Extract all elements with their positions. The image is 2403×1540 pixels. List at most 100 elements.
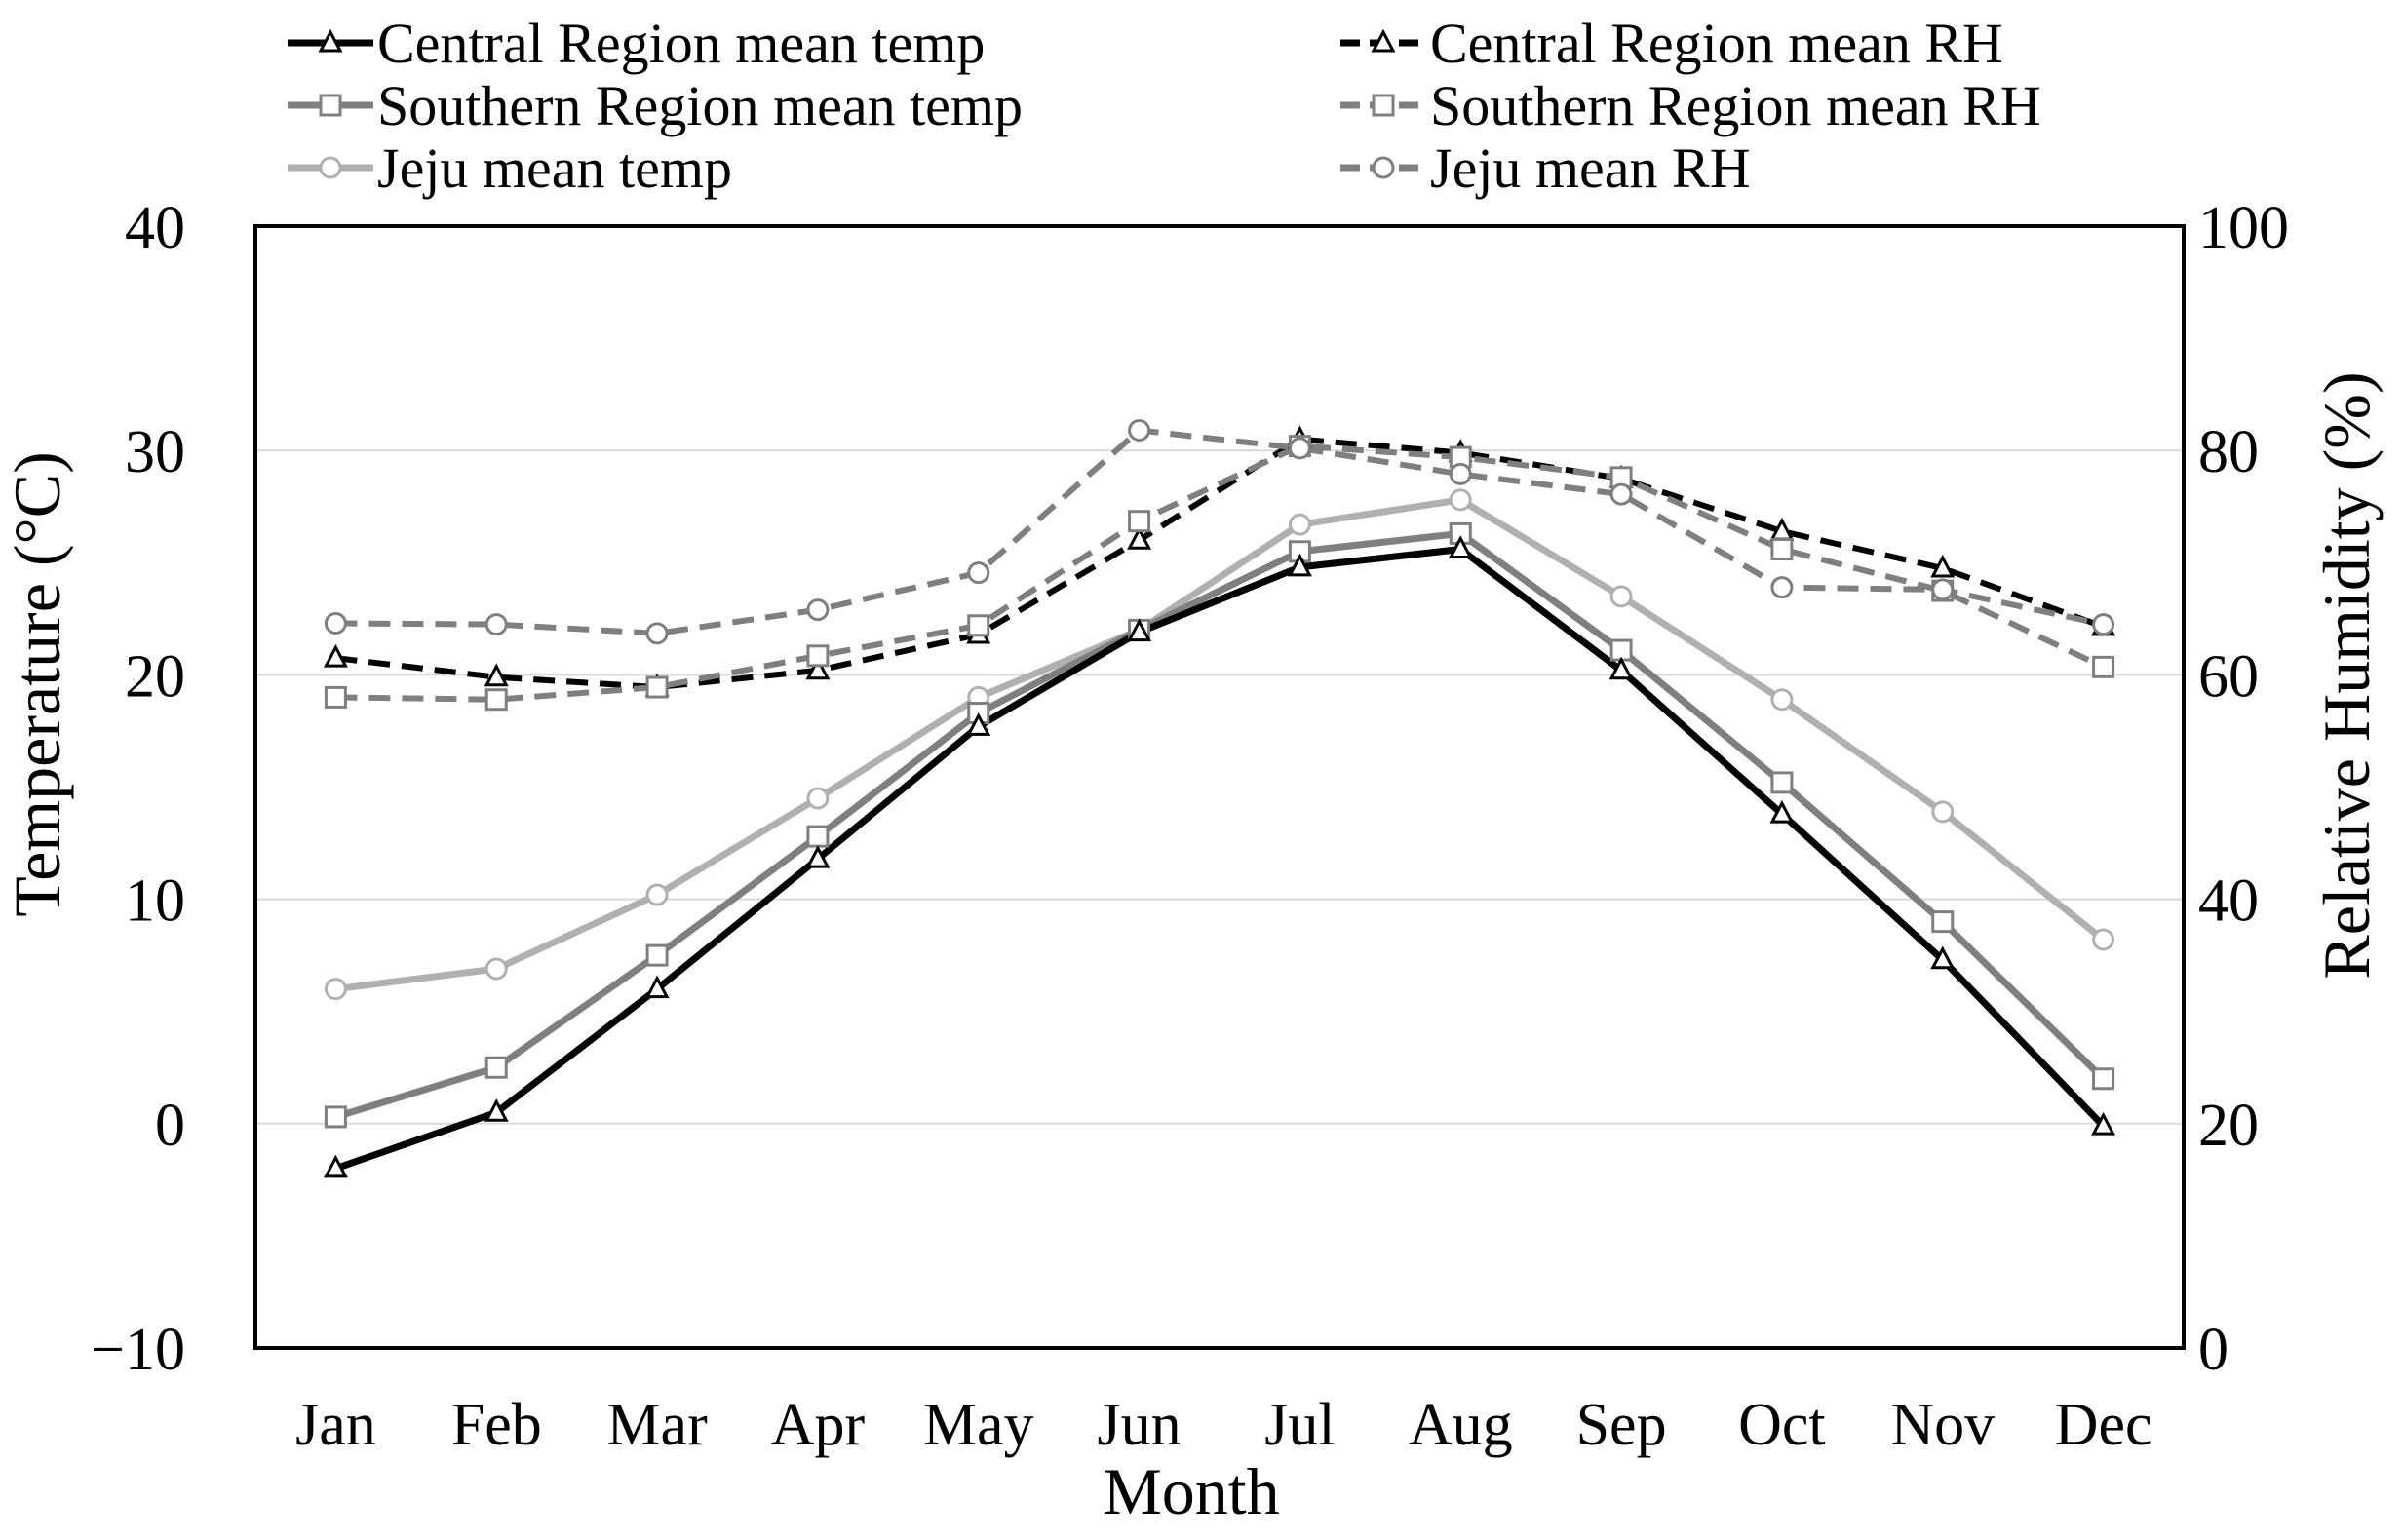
legend-item-southern-region-mean-rh: Southern Region mean RH [1340, 74, 2041, 137]
x-tick-label: Oct [1738, 1392, 1826, 1458]
legend-marker [1371, 28, 1396, 53]
data-point-central-region-mean-temp [1287, 553, 1312, 577]
data-point-jeju-mean-rh [1128, 418, 1151, 442]
series-line-jeju-mean-temp [334, 496, 2106, 993]
data-point-southern-region-mean-temp [645, 943, 669, 967]
legend-label: Central Region mean RH [1430, 12, 2003, 75]
legend-marker [318, 28, 343, 53]
data-point-jeju-mean-temp [324, 978, 347, 1001]
legend-marker [319, 156, 342, 179]
left-tick-label: 10 [125, 868, 185, 935]
data-point-southern-region-mean-rh [645, 675, 669, 699]
data-point-southern-region-mean-rh [484, 688, 508, 712]
data-point-jeju-mean-temp [1609, 585, 1633, 608]
data-point-central-region-mean-temp [966, 712, 991, 736]
data-point-jeju-mean-rh [484, 613, 508, 636]
right-tick-label: 0 [2198, 1317, 2229, 1383]
right-tick-label: 60 [2198, 643, 2259, 710]
x-tick-label: Jul [1264, 1392, 1335, 1458]
legend-item-jeju-mean-temp: Jeju mean temp [288, 136, 732, 200]
data-point-central-region-mean-temp [1448, 535, 1473, 558]
data-point-jeju-mean-rh [1931, 578, 1955, 601]
data-point-southern-region-mean-temp [1931, 910, 1955, 934]
data-point-jeju-mean-rh [1449, 462, 1472, 485]
series-line-central-region-mean-temp [334, 545, 2107, 1173]
data-point-central-region-mean-temp [1930, 945, 1956, 970]
data-point-jeju-mean-rh [967, 561, 990, 585]
data-point-central-region-mean-rh [1127, 526, 1152, 550]
x-axis-tick-labels: Jan Feb Mar Apr May Jun Jul Aug Sep Oct Nov Dec [295, 1392, 2151, 1458]
data-point-southern-region-mean-rh [1128, 510, 1151, 533]
data-point-southern-region-mean-temp [2092, 1067, 2115, 1091]
series-line-southern-region-mean-temp [334, 529, 2107, 1121]
plot-area-frame [253, 224, 2186, 1350]
data-point-jeju-mean-temp [1449, 488, 1472, 512]
x-tick-label: Nov [1890, 1392, 1995, 1458]
data-point-southern-region-mean-rh [324, 685, 347, 709]
data-point-southern-region-mean-temp [324, 1105, 347, 1129]
data-point-central-region-mean-temp [323, 1154, 348, 1178]
left-tick-label: 40 [125, 195, 185, 261]
legend-item-central-region-mean-temp: Central Region mean temp [288, 12, 985, 75]
data-point-jeju-mean-rh [2092, 613, 2115, 636]
data-point-jeju-mean-temp [2092, 928, 2115, 951]
left-axis-label: Temperature (°C) [0, 451, 74, 916]
data-point-southern-region-mean-rh [967, 614, 990, 637]
data-point-central-region-mean-temp [644, 975, 670, 999]
legend-item-jeju-mean-rh: Jeju mean RH [1340, 136, 1751, 200]
legend-label: Central Region mean temp [377, 12, 985, 75]
x-tick-label: Feb [451, 1392, 542, 1458]
data-point-jeju-mean-temp [1931, 800, 1955, 824]
x-tick-label: Mar [606, 1392, 708, 1458]
legend-item-central-region-mean-rh: Central Region mean RH [1340, 12, 2003, 75]
x-tick-label: Apr [771, 1392, 866, 1458]
series-line-southern-region-mean-rh [335, 443, 2105, 703]
data-point-jeju-mean-temp [806, 787, 830, 810]
data-point-jeju-mean-rh [806, 598, 830, 622]
legend-marker [1372, 156, 1395, 179]
legend-item-southern-region-mean-temp: Southern Region mean temp [288, 74, 1023, 137]
data-point-central-region-mean-rh [323, 643, 348, 668]
data-point-jeju-mean-rh [645, 622, 669, 645]
data-point-jeju-mean-rh [1609, 482, 1633, 506]
right-axis-tick-labels: 0 20 40 60 80 100 [2198, 195, 2289, 1383]
data-point-central-region-mean-rh [1930, 554, 1956, 578]
series-line-jeju-mean-rh [335, 427, 2105, 636]
legend-marker [319, 94, 342, 117]
data-point-southern-region-mean-temp [806, 825, 830, 848]
data-point-central-region-mean-temp [1127, 618, 1152, 642]
series-markers [323, 418, 2116, 1178]
left-tick-label: 30 [125, 419, 185, 485]
data-point-central-region-mean-temp [805, 844, 831, 868]
data-point-jeju-mean-rh [1288, 437, 1311, 460]
data-point-jeju-mean-rh [324, 611, 347, 635]
legend-label: Southern Region mean temp [377, 74, 1023, 137]
data-point-jeju-mean-temp [1288, 513, 1311, 536]
series-line-central-region-mean-rh [335, 436, 2105, 691]
right-axis-label: Relative Humidity (%) [2309, 371, 2384, 979]
data-point-central-region-mean-temp [484, 1098, 509, 1122]
data-point-central-region-mean-rh [805, 656, 831, 680]
data-point-jeju-mean-temp [645, 883, 669, 906]
data-point-central-region-mean-temp [1608, 656, 1634, 680]
x-tick-label: Jan [295, 1392, 376, 1458]
legend-label: Southern Region mean RH [1430, 74, 2041, 137]
data-point-central-region-mean-temp [2091, 1111, 2116, 1136]
left-axis-tick-labels: −10 0 10 20 30 40 [91, 195, 185, 1383]
x-tick-label: Aug [1409, 1392, 1513, 1458]
data-point-jeju-mean-rh [1770, 576, 1794, 599]
x-axis-label: Month [1103, 1454, 1279, 1528]
left-tick-label: 0 [155, 1093, 185, 1159]
data-point-jeju-mean-temp [484, 957, 508, 981]
right-tick-label: 80 [2198, 419, 2259, 485]
left-tick-label: 20 [125, 643, 185, 710]
x-tick-label: Sep [1576, 1392, 1667, 1458]
gridlines [255, 449, 2184, 1125]
x-tick-label: Jun [1098, 1392, 1182, 1458]
data-point-southern-region-mean-temp [1770, 771, 1794, 794]
data-point-central-region-mean-rh [484, 663, 509, 687]
data-point-jeju-mean-temp [1770, 688, 1794, 712]
x-tick-label: Dec [2055, 1392, 2152, 1458]
